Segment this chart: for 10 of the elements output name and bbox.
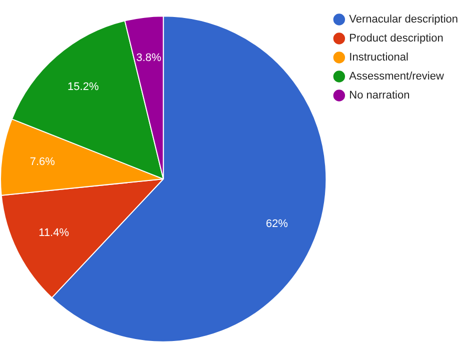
data-label: 62%	[266, 218, 288, 230]
legend-label: Vernacular description	[349, 14, 458, 26]
legend-label: Product description	[349, 32, 444, 45]
legend-label: Instructional	[349, 52, 408, 64]
data-label: 7.6%	[30, 156, 56, 168]
data-label: 15.2%	[68, 80, 99, 93]
data-label: 11.4%	[38, 227, 70, 240]
legend-label: Assessment/review	[349, 70, 444, 83]
legend-label: No narration	[349, 90, 410, 102]
data-label: 3.8%	[136, 52, 162, 64]
